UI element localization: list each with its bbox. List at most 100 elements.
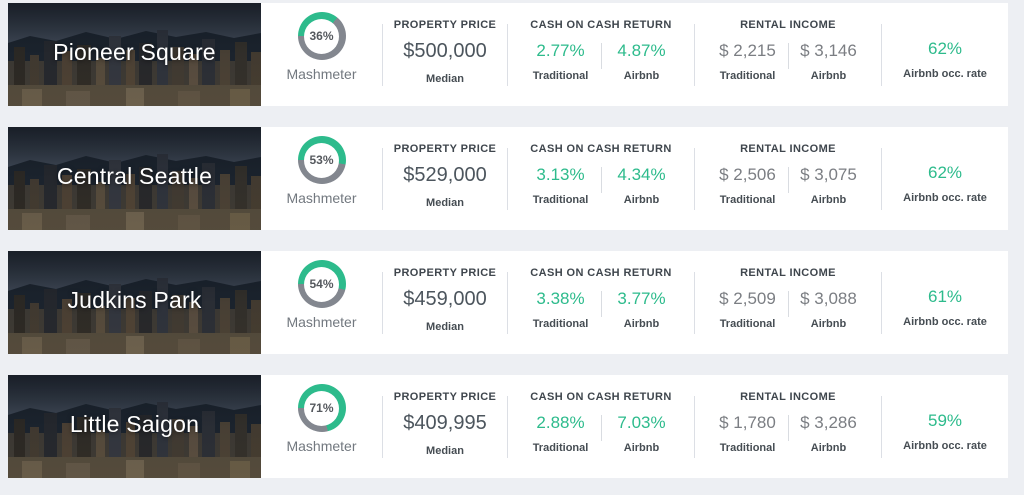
neighborhood-card: Judkins Park 54% Mashmeter PROPERTY PRIC… [8,251,1008,354]
rental-income-block: RENTAL INCOME $ 2,215 Traditional $ 3,14… [695,3,881,106]
mashmeter-gauge: 53% [297,136,346,184]
median-label: Median [426,321,464,333]
coc-airbnb-value: 4.87% [617,41,666,60]
traditional-label: Traditional [719,70,776,82]
airbnb-label: Airbnb [810,442,847,454]
column-divider [881,23,882,86]
median-label: Median [426,197,464,209]
airbnb-label: Airbnb [810,70,847,82]
mashmeter-block: 54% Mashmeter [261,251,382,354]
property-price-header: PROPERTY PRICE [393,19,497,31]
occupancy-value: 62% [927,163,963,182]
property-price-header: PROPERTY PRICE [393,143,497,155]
value-divider [787,415,789,441]
airbnb-label: Airbnb [623,70,660,82]
column-divider [881,271,882,334]
rent-traditional-value: $ 2,506 [719,165,776,184]
median-label: Median [426,445,464,457]
airbnb-label: Airbnb [623,442,660,454]
cash-on-cash-header: CASH ON CASH RETURN [530,391,672,403]
airbnb-label: Airbnb [810,318,847,330]
coc-traditional-value: 3.38% [536,289,585,308]
occupancy-value: 62% [927,39,963,58]
column-divider [507,147,508,210]
coc-airbnb-value: 3.77% [617,289,666,308]
rent-airbnb-value: $ 3,146 [800,41,857,60]
metrics-panel: 71% Mashmeter PROPERTY PRICE $409,995 Me… [261,375,1008,478]
rental-income-header: RENTAL INCOME [740,143,836,155]
occupancy-label: Airbnb occ. rate [903,68,987,80]
value-divider [600,43,602,69]
coc-airbnb-value: 7.03% [617,413,666,432]
neighborhood-card: Little Saigon 71% Mashmeter PROPERTY PRI… [8,375,1008,478]
airbnb-label: Airbnb [623,318,660,330]
value-divider [600,291,602,317]
occupancy-block: 62% Airbnb occ. rate [882,127,1008,230]
rent-traditional-value: $ 2,509 [719,289,776,308]
occupancy-block: 61% Airbnb occ. rate [882,251,1008,354]
column-divider [881,395,882,458]
cash-on-cash-block: CASH ON CASH RETURN 2.77% Traditional 4.… [508,3,694,106]
column-divider [507,395,508,458]
value-divider [600,167,602,193]
neighborhood-name: Little Saigon [69,411,200,437]
median-price-value: $529,000 [403,164,487,186]
metrics-panel: 36% Mashmeter PROPERTY PRICE $500,000 Me… [261,3,1008,106]
mashmeter-gauge: 54% [297,260,346,308]
rental-income-header: RENTAL INCOME [740,267,836,279]
mashmeter-label: Mashmeter [286,438,357,454]
column-divider [694,23,695,86]
median-label: Median [426,73,464,85]
neighborhood-photo-link[interactable]: Central Seattle [8,127,261,230]
neighborhood-photo-link[interactable]: Judkins Park [8,251,261,354]
metrics-panel: 53% Mashmeter PROPERTY PRICE $529,000 Me… [261,127,1008,230]
value-divider [787,167,789,193]
rent-airbnb-value: $ 3,075 [800,165,857,184]
mashmeter-gauge: 71% [297,384,346,432]
value-divider [787,291,789,317]
neighborhood-name: Pioneer Square [53,39,216,65]
occupancy-label: Airbnb occ. rate [903,316,987,328]
column-divider [382,395,383,458]
mashmeter-block: 53% Mashmeter [261,127,382,230]
mashmeter-label: Mashmeter [286,190,357,206]
coc-traditional-value: 2.88% [536,413,585,432]
occupancy-label: Airbnb occ. rate [903,440,987,452]
traditional-label: Traditional [719,194,776,206]
traditional-label: Traditional [719,318,776,330]
median-price-value: $459,000 [403,288,487,310]
coc-traditional-value: 3.13% [536,165,585,184]
neighborhood-photo-link[interactable]: Pioneer Square [8,3,261,106]
column-divider [382,147,383,210]
airbnb-label: Airbnb [623,194,660,206]
occupancy-value: 61% [927,287,963,306]
mashmeter-label: Mashmeter [286,314,357,330]
rental-income-block: RENTAL INCOME $ 1,780 Traditional $ 3,28… [695,375,881,478]
neighborhood-card: Pioneer Square 36% Mashmeter PROPERTY PR… [8,3,1008,106]
median-price-value: $500,000 [403,40,487,62]
cash-on-cash-header: CASH ON CASH RETURN [530,143,672,155]
property-price-block: PROPERTY PRICE $459,000 Median [383,251,507,354]
neighborhood-photo-link[interactable]: Little Saigon [8,375,261,478]
property-price-header: PROPERTY PRICE [393,391,497,403]
coc-airbnb-value: 4.34% [617,165,666,184]
neighborhood-card: Central Seattle 53% Mashmeter PROPERTY P… [8,127,1008,230]
cash-on-cash-block: CASH ON CASH RETURN 3.13% Traditional 4.… [508,127,694,230]
metrics-panel: 54% Mashmeter PROPERTY PRICE $459,000 Me… [261,251,1008,354]
coc-traditional-value: 2.77% [536,41,585,60]
property-price-header: PROPERTY PRICE [393,267,497,279]
rental-income-header: RENTAL INCOME [740,391,836,403]
mashmeter-label: Mashmeter [286,66,357,82]
rent-airbnb-value: $ 3,088 [800,289,857,308]
cash-on-cash-header: CASH ON CASH RETURN [530,19,672,31]
traditional-label: Traditional [532,194,589,206]
cash-on-cash-block: CASH ON CASH RETURN 2.88% Traditional 7.… [508,375,694,478]
occupancy-block: 62% Airbnb occ. rate [882,3,1008,106]
mashmeter-value: 54% [309,277,334,291]
cash-on-cash-block: CASH ON CASH RETURN 3.38% Traditional 3.… [508,251,694,354]
traditional-label: Traditional [532,442,589,454]
column-divider [694,147,695,210]
rental-income-block: RENTAL INCOME $ 2,509 Traditional $ 3,08… [695,251,881,354]
mashmeter-gauge: 36% [297,12,346,60]
mashmeter-block: 71% Mashmeter [261,375,382,478]
